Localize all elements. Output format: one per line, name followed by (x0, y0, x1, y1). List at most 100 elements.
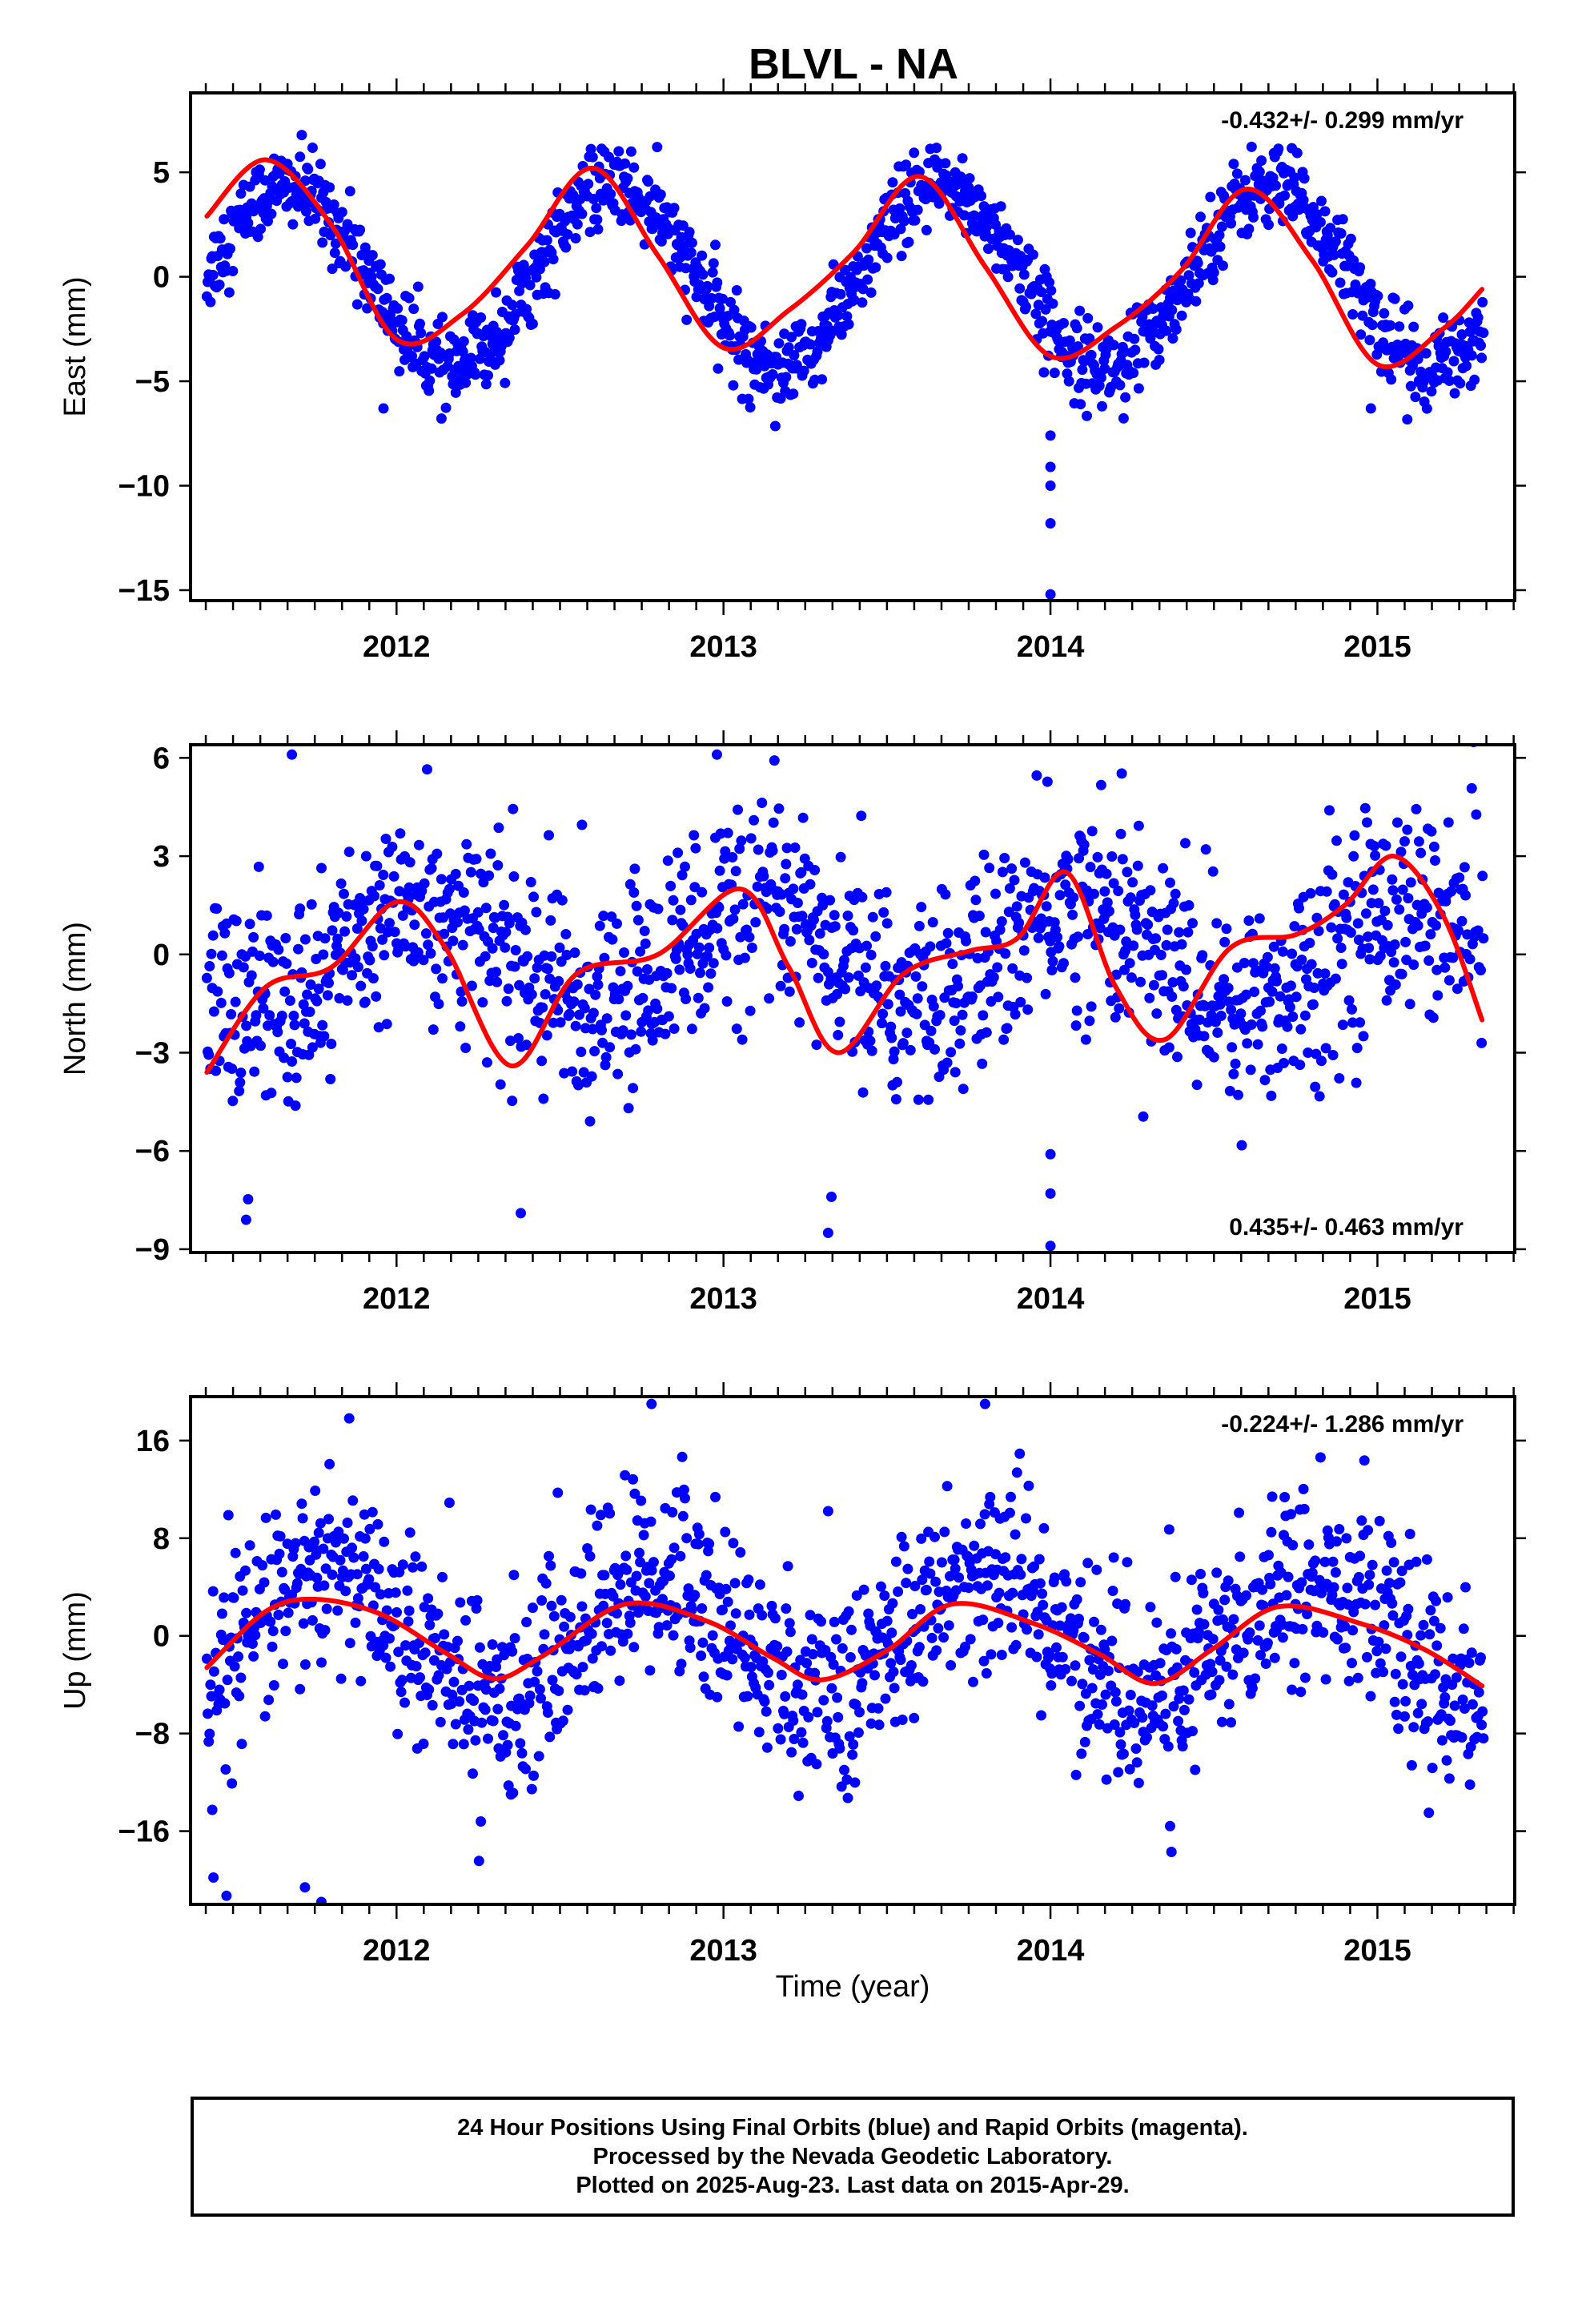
data-point (212, 986, 223, 997)
data-point (897, 1038, 909, 1049)
data-point (917, 1676, 929, 1687)
data-point (419, 878, 430, 889)
data-point (504, 918, 515, 929)
data-point (1443, 376, 1455, 386)
data-point (335, 1673, 347, 1684)
data-point (1191, 1080, 1203, 1091)
data-point (751, 364, 762, 375)
data-point (379, 1536, 390, 1547)
data-point (249, 1066, 260, 1077)
data-point (1282, 1021, 1293, 1032)
data-point (1130, 910, 1141, 920)
data-point (1307, 1567, 1318, 1578)
data-point (370, 1582, 381, 1593)
data-point (567, 1066, 578, 1077)
data-point (1456, 1732, 1468, 1743)
data-point (1166, 991, 1178, 1002)
data-point (1283, 1571, 1294, 1582)
data-point (1373, 898, 1384, 909)
data-point (729, 304, 740, 316)
data-point (380, 1652, 391, 1663)
data-point (642, 964, 652, 975)
data-point (384, 273, 395, 284)
data-point (966, 991, 978, 1003)
data-point (1057, 1651, 1068, 1663)
data-point (1162, 1741, 1174, 1752)
data-point (1268, 941, 1279, 952)
data-point (339, 926, 351, 937)
data-point (997, 866, 1008, 878)
data-point (273, 944, 284, 955)
data-point (404, 857, 416, 868)
data-point (1226, 218, 1237, 229)
data-point (420, 1647, 431, 1659)
data-point (508, 1570, 520, 1581)
data-point (1343, 995, 1355, 1006)
data-point (1072, 931, 1083, 943)
data-point (267, 1626, 279, 1637)
data-point (1070, 1020, 1082, 1031)
data-point (930, 1531, 940, 1542)
data-point (1405, 380, 1416, 392)
data-point (1425, 929, 1436, 940)
y-tick-label: −15 (118, 574, 170, 608)
data-point (235, 1077, 246, 1088)
outlier-point (1045, 1148, 1056, 1160)
data-point (1228, 1068, 1239, 1080)
data-point (1127, 877, 1138, 888)
data-point (1234, 1507, 1245, 1518)
data-point (415, 1672, 425, 1683)
data-point (963, 182, 974, 193)
data-point (233, 1651, 244, 1663)
data-point (311, 995, 323, 1007)
data-point (1208, 1051, 1219, 1063)
data-point (713, 902, 725, 913)
data-point (643, 176, 654, 187)
data-point (1165, 1820, 1175, 1831)
data-point (480, 903, 492, 914)
data-point (1046, 285, 1057, 296)
data-point (702, 280, 713, 292)
data-point (1097, 1699, 1107, 1710)
data-point (1129, 333, 1140, 344)
data-point (875, 1581, 886, 1592)
data-point (1060, 1663, 1071, 1675)
data-point (776, 1670, 787, 1680)
data-point (735, 1547, 746, 1558)
data-point (640, 938, 651, 949)
data-point (396, 315, 408, 326)
data-point (728, 1538, 739, 1549)
data-point (1263, 1550, 1274, 1561)
data-point (794, 1017, 805, 1028)
data-point (713, 363, 724, 374)
data-point (1257, 1584, 1268, 1595)
data-point (324, 1458, 335, 1470)
data-point (954, 1038, 966, 1049)
outlier-point (822, 1228, 833, 1238)
data-point (431, 963, 442, 975)
data-point (856, 810, 867, 822)
data-point (746, 943, 757, 953)
data-point (372, 283, 383, 295)
data-point (668, 1630, 679, 1641)
data-point (1106, 1635, 1118, 1647)
data-point (622, 173, 633, 184)
data-point (1046, 1680, 1057, 1691)
data-point (492, 860, 504, 870)
data-point (248, 931, 259, 943)
data-point (215, 997, 227, 1008)
data-point (250, 1630, 261, 1641)
outlier-point (1166, 1847, 1177, 1857)
data-point (1291, 991, 1302, 1003)
data-point (336, 207, 347, 218)
data-point (1328, 1582, 1339, 1593)
data-point (1330, 973, 1341, 984)
data-point (632, 966, 643, 977)
data-point (247, 1638, 258, 1649)
data-point (273, 1610, 284, 1620)
data-point (420, 928, 432, 939)
data-point (781, 858, 792, 870)
data-point (1200, 844, 1211, 855)
data-point (1211, 918, 1223, 929)
data-point (1277, 946, 1288, 957)
